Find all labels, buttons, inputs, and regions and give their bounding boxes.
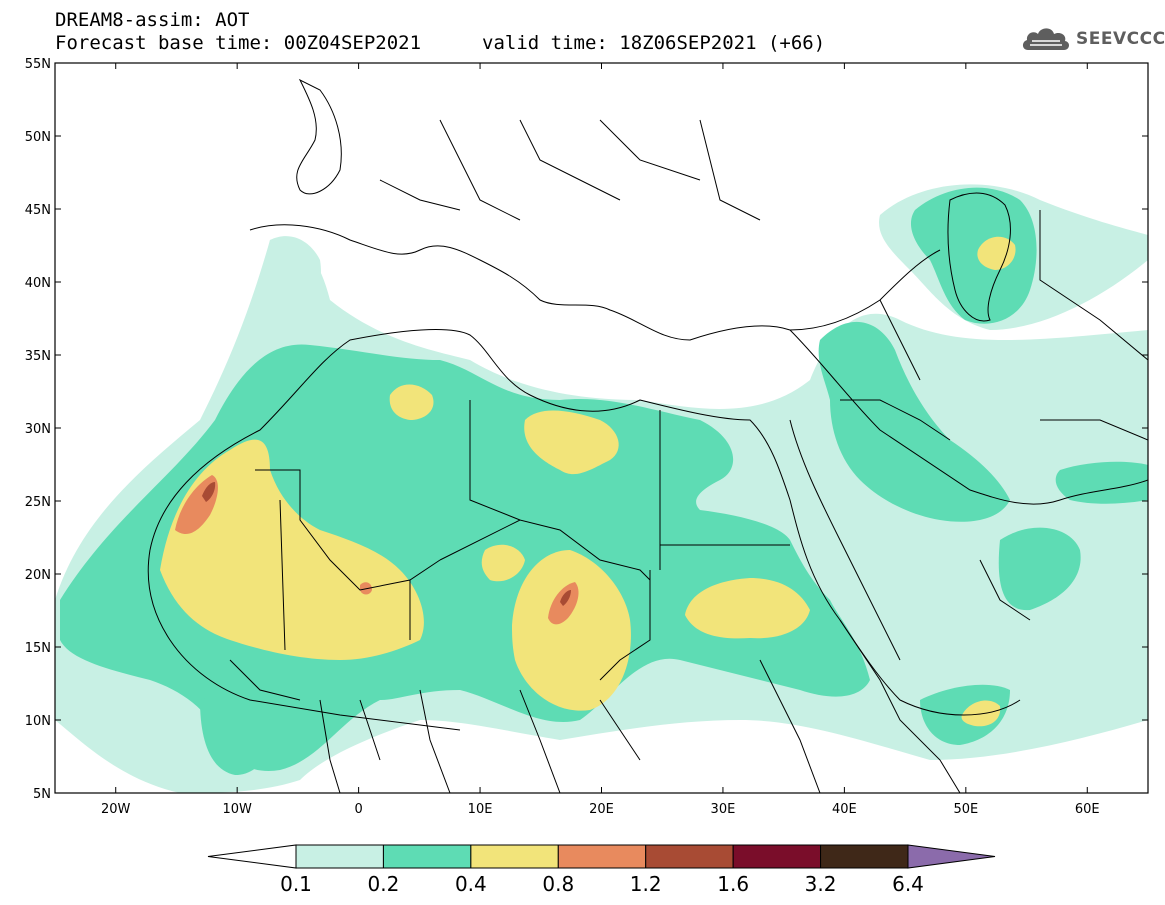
colorbar-label: 0.1 [280,872,312,896]
lon-tick-label: 50E [953,802,978,817]
coastline-uk [296,78,342,195]
aot-level-0.2-gulf [1055,461,1148,504]
lat-tick-label: 45N [25,203,51,218]
longitude-axis: 20W 10W 0 10E 20E 30E 40E 50E 60E [101,63,1100,817]
colorbar-label: 1.2 [630,872,662,896]
seevccc-logo: SEEVCCC [1020,24,1165,54]
lat-tick-label: 35N [25,349,51,364]
lat-tick-label: 40N [25,276,51,291]
coastline-africa-west [147,549,461,731]
lon-tick-label: 60E [1075,802,1100,817]
lat-tick-label: 50N [25,130,51,145]
country-borders [147,78,1148,793]
lon-tick-label: 20E [589,802,614,817]
aot-level-0.4-libya [524,410,619,475]
aot-level-0.4-chad [512,550,631,711]
lon-tick-label: 20W [101,802,131,817]
colorbar: 0.1 0.2 0.4 0.8 1.2 1.6 3.2 6.4 [207,844,996,896]
border-west-africa [229,659,641,793]
colorbar-label: 0.4 [455,872,487,896]
border-europe-internal [379,119,761,221]
lon-tick-label: 10W [222,802,252,817]
border-middle-east [840,210,1148,621]
aot-level-0.4-west [160,439,424,660]
aot-level-0.2-oman [998,527,1081,611]
aot-level-0.4-caspian [977,236,1016,270]
lat-tick-label: 30N [25,422,51,437]
aot-level-0.4-algeria [389,384,434,420]
coastline-caspian [947,192,1011,322]
forecast-base-time: Forecast base time: 00Z04SEP2021 [55,32,422,54]
aot-level-0.4-sudan [685,578,810,639]
aot-level-1.2-sahara-west [202,482,216,502]
colorbar-label: 0.2 [368,872,400,896]
colorbar-swatch [732,844,822,869]
lat-tick-label: 10N [25,714,51,729]
lat-tick-label: 20N [25,568,51,583]
colorbar-over-triangle [907,844,996,869]
aot-level-1.2-chad [560,590,571,606]
logo-text: SEEVCCC [1076,29,1165,49]
latitude-axis: 55N 50N 45N 40N 35N 30N 25N 20N 15N 10N 5N [25,57,1148,802]
aot-level-0.2-africa-west [200,696,271,775]
colorbar-swatch [557,844,647,869]
coastline-arabia [789,329,1148,505]
aot-contours [55,184,1148,793]
lat-tick-label: 55N [25,57,51,72]
lat-tick-label: 15N [25,641,51,656]
border-mali-niger [279,499,651,651]
colorbar-swatch [820,844,909,869]
cloud-icon [1022,28,1070,50]
colorbar-under-triangle [207,844,297,869]
lon-tick-label: 10E [468,802,493,817]
colorbar-label: 0.8 [542,872,574,896]
colorbar-label: 6.4 [892,872,924,896]
aot-level-0.4-somalia [961,700,1001,727]
border-sudan-chad [599,570,651,681]
colorbar-swatch [470,844,559,869]
lon-tick-label: 40E [832,802,857,817]
aot-level-0.1-iberia [266,236,321,330]
coastline-red-sea [789,419,901,661]
aot-level-0.2-arabia [818,321,1010,522]
colorbar-swatch [645,844,734,869]
valid-time: valid time: 18Z06SEP2021 (+66) [482,32,826,54]
border-libya-egypt [469,400,790,570]
colorbar-label: 1.6 [717,872,749,896]
aot-level-0.4-niger [481,544,525,582]
lat-tick-label: 25N [25,495,51,510]
colorbar-swatch [382,844,472,869]
colorbar-swatch [295,844,384,869]
coastline-europe [249,224,941,341]
map-title: DREAM8-assim: AOT [55,9,250,31]
border-east-africa [759,619,961,793]
lat-tick-label: 5N [33,787,51,802]
lon-tick-label: 0 [354,802,362,817]
aot-level-0.2-caspian [910,187,1037,324]
lon-tick-label: 30E [711,802,736,817]
colorbar-label: 3.2 [805,872,837,896]
